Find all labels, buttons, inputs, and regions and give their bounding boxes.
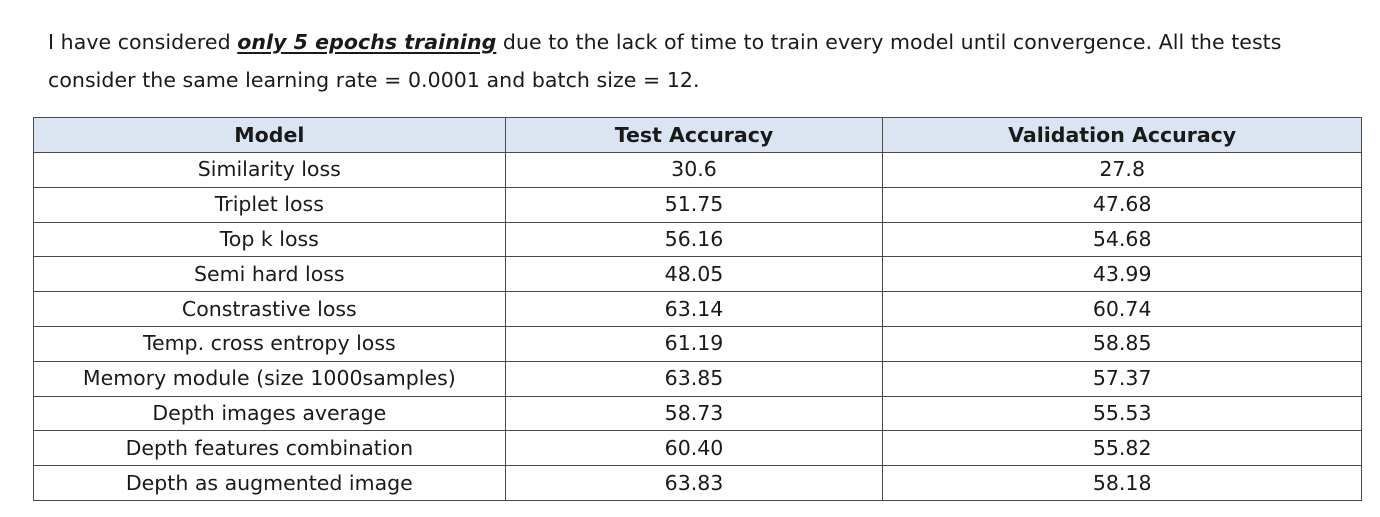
table-row: Constrastive loss 63.14 60.74: [33, 291, 1362, 327]
test-accuracy-cell: 60.40: [504, 430, 884, 467]
model-cell: Depth features combination: [33, 430, 506, 467]
model-cell: Depth images average: [33, 395, 506, 432]
validation-accuracy-cell: 43.99: [882, 256, 1362, 293]
table-row: Semi hard loss 48.05 43.99: [33, 256, 1362, 293]
test-accuracy-cell: 48.05: [504, 256, 884, 293]
table-row: Temp. cross entropy loss 61.19 58.85: [33, 325, 1362, 362]
table-row: Memory module (size 1000samples) 63.85 5…: [33, 360, 1362, 397]
test-accuracy-cell: 56.16: [504, 221, 884, 258]
intro-paragraph: I have considered only 5 epochs training…: [48, 23, 1358, 99]
test-accuracy-cell: 58.73: [504, 395, 884, 432]
table-row: Depth images average 58.73 55.53: [33, 395, 1362, 432]
test-accuracy-cell: 30.6: [504, 152, 884, 188]
validation-accuracy-cell: 60.74: [882, 291, 1362, 327]
test-accuracy-cell: 63.85: [504, 360, 884, 397]
intro-text-after: due to the lack of time to train every m…: [48, 29, 1282, 92]
validation-accuracy-cell: 54.68: [882, 221, 1362, 258]
validation-accuracy-cell: 57.37: [882, 360, 1362, 397]
model-cell: Semi hard loss: [33, 256, 506, 293]
intro-emphasis: only 5 epochs training: [237, 29, 497, 54]
model-cell: Depth as augmented image: [33, 465, 506, 501]
model-cell: Triplet loss: [33, 186, 506, 223]
table-row: Depth features combination 60.40 55.82: [33, 430, 1362, 467]
validation-accuracy-cell: 55.82: [882, 430, 1362, 467]
model-cell: Memory module (size 1000samples): [33, 360, 506, 397]
validation-accuracy-cell: 27.8: [882, 152, 1362, 188]
model-cell: Temp. cross entropy loss: [33, 325, 506, 362]
header-model: Model: [33, 117, 506, 153]
test-accuracy-cell: 51.75: [504, 186, 884, 223]
table-row: Triplet loss 51.75 47.68: [33, 186, 1362, 223]
test-accuracy-cell: 63.83: [504, 465, 884, 501]
validation-accuracy-cell: 58.18: [882, 465, 1362, 501]
table-row: Top k loss 56.16 54.68: [33, 221, 1362, 258]
model-cell: Constrastive loss: [33, 291, 506, 327]
model-cell: Similarity loss: [33, 152, 506, 188]
model-cell: Top k loss: [33, 221, 506, 258]
validation-accuracy-cell: 47.68: [882, 186, 1362, 223]
validation-accuracy-cell: 55.53: [882, 395, 1362, 432]
test-accuracy-cell: 63.14: [504, 291, 884, 327]
table-header-row: Model Test Accuracy Validation Accuracy: [33, 117, 1362, 153]
header-validation-accuracy: Validation Accuracy: [882, 117, 1362, 153]
validation-accuracy-cell: 58.85: [882, 325, 1362, 362]
header-test-accuracy: Test Accuracy: [504, 117, 884, 153]
table-row: Similarity loss 30.6 27.8: [33, 152, 1362, 188]
test-accuracy-cell: 61.19: [504, 325, 884, 362]
intro-text-before: I have considered: [48, 29, 238, 54]
results-table: Model Test Accuracy Validation Accuracy …: [33, 117, 1362, 501]
table-row: Depth as augmented image 63.83 58.18: [33, 465, 1362, 501]
